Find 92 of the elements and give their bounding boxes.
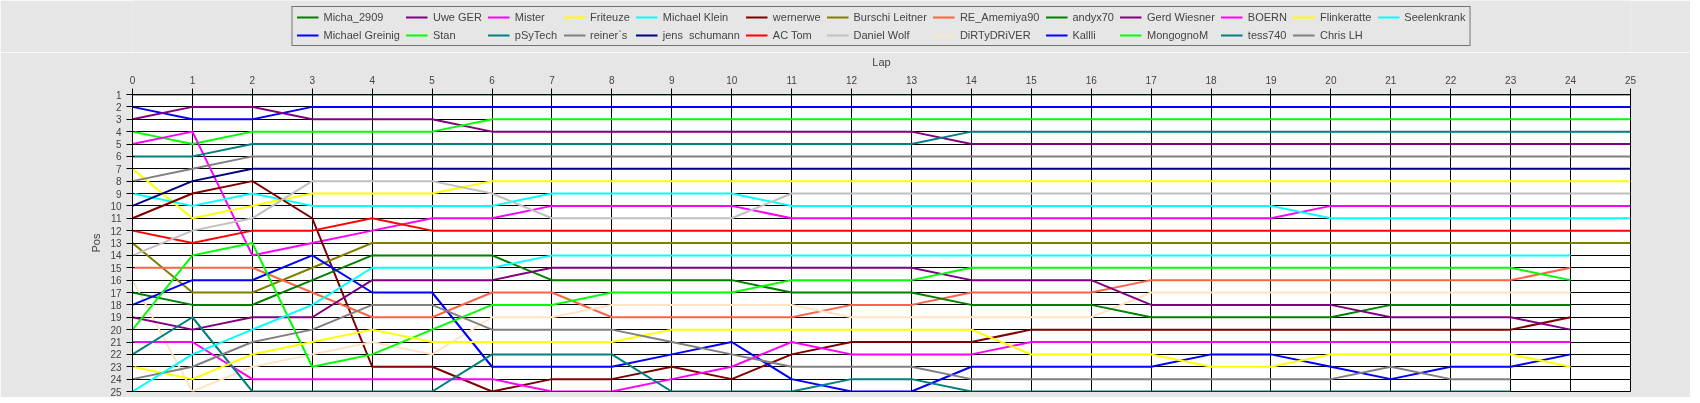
legend-label: Friteuze (590, 11, 630, 23)
x-tick-label: 23 (1505, 74, 1517, 86)
legend-label: AC Tom (772, 29, 812, 41)
legend-label: Michael Greinig (323, 29, 400, 41)
x-tick-label: 0 (129, 74, 136, 86)
x-tick-label: 6 (489, 74, 496, 86)
legend-label: Daniel Wolf (853, 29, 910, 41)
y-tick-label: 10 (110, 200, 122, 212)
x-tick-label: 5 (429, 74, 436, 86)
x-tick-label: 11 (786, 74, 798, 86)
y-tick-label: 25 (110, 386, 122, 398)
legend-label: pSyTech (514, 29, 558, 41)
y-tick-label: 12 (110, 225, 122, 237)
x-tick-label: 24 (1565, 74, 1577, 86)
x-tick-label: 19 (1265, 74, 1277, 86)
line-series (132, 341, 1572, 392)
x-tick-label: 7 (549, 74, 556, 86)
y-tick-label: 13 (110, 238, 122, 249)
x-tick-label: 2 (249, 74, 256, 86)
legend-label: reiner`s (590, 29, 628, 41)
x-tick-label: 22 (1445, 74, 1457, 86)
legend-label: Kallli (1072, 29, 1096, 41)
legend-label: RE_Amemiya90 (959, 11, 1040, 23)
y-tick-label: 1 (115, 89, 122, 101)
y-tick-label: 8 (115, 176, 122, 188)
line-series (132, 266, 1572, 331)
line-series (132, 254, 1572, 392)
legend-label: Michael Klein (662, 11, 729, 23)
x-tick-label: 1 (189, 74, 196, 86)
y-tick-label: 6 (115, 151, 122, 163)
line-series (132, 328, 1572, 381)
y-tick-label: 22 (110, 349, 122, 361)
legend-label: jens schumann (662, 29, 740, 41)
legend-label: Flinkeratte (1319, 11, 1372, 23)
y-tick-label: 16 (110, 275, 122, 287)
line-series (132, 130, 1631, 257)
line-series (132, 242, 1572, 368)
y-tick-label: 19 (110, 312, 122, 324)
legend-label: MongognoM (1146, 29, 1209, 41)
y-tick-label: 17 (110, 287, 122, 299)
legend-label: Chris LH (1319, 29, 1363, 41)
y-tick-label: 5 (115, 139, 122, 150)
y-tick-label: 20 (110, 324, 122, 336)
y-tick-label: 4 (115, 126, 122, 138)
legend-label: Stan (432, 29, 456, 41)
y-axis-title: Pos (90, 233, 103, 253)
x-tick-label: 17 (1145, 74, 1158, 86)
x-tick-label: 8 (609, 74, 616, 86)
legend-label: Mister (514, 11, 545, 23)
y-tick-label: 3 (115, 114, 122, 126)
x-tick-label: 16 (1085, 74, 1098, 86)
x-tick-label: 9 (669, 74, 675, 86)
x-tick-label: 4 (369, 74, 376, 86)
legend-label: wernerwe (772, 11, 821, 23)
x-tick-label: 3 (309, 74, 316, 86)
legend-label: Micha_2909 (323, 11, 384, 23)
legend-label: Burschi Leitner (853, 11, 927, 23)
x-tick-label: 15 (1025, 74, 1038, 86)
x-tick-label: 25 (1624, 74, 1637, 86)
x-tick-label: 18 (1205, 74, 1218, 86)
legend-label: Seelenkrank (1404, 11, 1466, 23)
x-tick-label: 14 (965, 74, 978, 86)
x-tick-label: 12 (845, 74, 858, 86)
line-series (132, 254, 1572, 319)
y-tick-label: 9 (115, 188, 122, 200)
x-tick-label: 10 (726, 74, 738, 86)
line-series (132, 303, 1512, 381)
legend-label: Uwe GER (432, 11, 482, 23)
y-tick-label: 11 (111, 213, 122, 225)
x-tick-label: 21 (1385, 74, 1397, 86)
legend-label: BOERN (1247, 11, 1287, 23)
x-tick-label: 13 (905, 74, 918, 86)
y-tick-label: 23 (110, 361, 122, 373)
line-series (132, 180, 1631, 257)
y-tick-label: 15 (110, 262, 122, 274)
line-series (132, 105, 1631, 145)
y-tick-label: 2 (115, 101, 122, 113)
line-series (132, 167, 1631, 220)
line-series (132, 180, 1572, 392)
y-tick-label: 7 (115, 163, 122, 175)
line-series (132, 279, 1572, 392)
x-axis-title: Lap (872, 55, 891, 68)
y-tick-label: 18 (110, 299, 122, 311)
legend-label: andyx70 (1072, 11, 1114, 23)
y-tick-label: 24 (110, 374, 122, 386)
line-series (132, 266, 1572, 319)
legend-label: Gerd Wiesner (1146, 11, 1215, 23)
x-tick-label: 20 (1325, 74, 1337, 86)
y-tick-label: 14 (110, 250, 122, 262)
y-tick-label: 21 (110, 337, 122, 348)
legend-label: tess740 (1247, 29, 1287, 41)
legend-label: DiRTyDRiVER (959, 29, 1031, 41)
